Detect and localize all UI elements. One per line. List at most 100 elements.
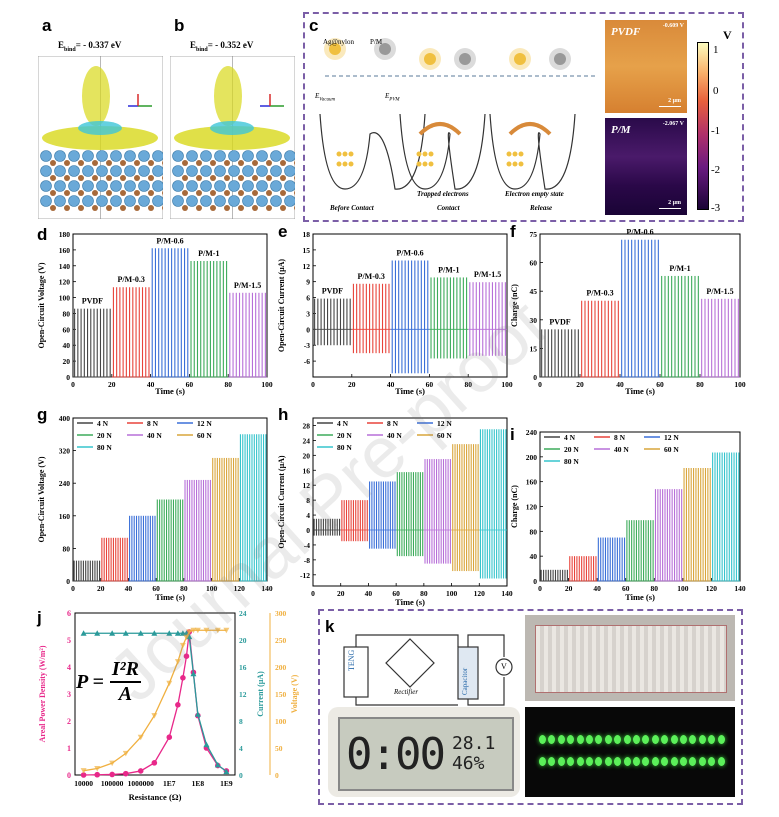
current-tick-label: 24 — [239, 609, 247, 618]
plot-frame — [312, 417, 508, 587]
trapped-electron — [512, 161, 518, 167]
series-label: P/M-1 — [669, 264, 690, 273]
metal-atom — [256, 165, 268, 177]
power-point — [180, 675, 186, 681]
legend-label: 40 N — [614, 445, 629, 454]
metal-atom — [124, 195, 136, 207]
y-tick-label: 12 — [303, 262, 311, 271]
x-axis-title: Time (s) — [625, 592, 655, 602]
glowing-led — [576, 757, 584, 766]
glowing-led — [689, 735, 697, 744]
x-tick-label: 120 — [474, 589, 486, 598]
panel-k: k TENG Rectifier Capacitor V 0:00 28.1 4… — [318, 609, 743, 805]
legend-label: 60 N — [437, 431, 452, 440]
glowing-led — [698, 735, 706, 744]
nonmetal-atom — [182, 205, 188, 211]
nonmetal-atom — [64, 190, 70, 196]
x-tick-label: 140 — [261, 584, 273, 593]
x-tick-label: 0 — [311, 589, 315, 598]
metal-atom — [40, 180, 52, 192]
stage-contact: Contact — [437, 204, 460, 212]
metal-atom — [82, 165, 94, 177]
energy-e: E — [315, 92, 320, 100]
trapped-electron — [518, 161, 524, 167]
nonmetal-atom — [252, 205, 258, 211]
power-point — [183, 653, 190, 659]
x-axis-title: Time (s) — [395, 597, 425, 607]
series-label: P/M-0.3 — [586, 289, 613, 298]
formula-numerator: I²R — [109, 658, 141, 683]
colorbar-tick: 1 — [713, 44, 719, 56]
nonmetal-atom — [266, 160, 272, 166]
glowing-led — [651, 735, 659, 744]
metal-atom — [172, 150, 184, 162]
y-tick-label: 40 — [530, 552, 538, 561]
x-axis-title: Resistance (Ω) — [129, 792, 182, 802]
nonmetal-atom — [294, 190, 295, 196]
metal-atom — [214, 180, 226, 192]
power-point — [137, 768, 144, 774]
nonmetal-atom — [120, 205, 126, 211]
x-axis-title: Time (s) — [395, 386, 425, 396]
panel-b-label: b — [174, 16, 185, 35]
power-point — [80, 772, 87, 778]
voltage-point — [80, 768, 87, 774]
power-point — [166, 734, 173, 740]
current-point — [203, 741, 210, 748]
current-point — [94, 630, 101, 636]
power-tick-label: 4 — [67, 663, 71, 672]
panel-b-ebind: Ebind= - 0.352 eV — [190, 40, 253, 53]
nonmetal-atom — [224, 175, 230, 181]
power-point — [175, 702, 181, 708]
x-tick-label: 120 — [706, 584, 718, 593]
y-tick-label: 80 — [63, 544, 71, 553]
voltage-point — [109, 760, 116, 767]
legend-label: 80 N — [337, 443, 352, 452]
nonmetal-atom — [266, 175, 272, 181]
y-tick-label: 240 — [59, 479, 71, 488]
metal-atom — [200, 195, 212, 207]
power-point — [122, 770, 129, 777]
y-tick-label: -6 — [304, 357, 310, 366]
nonmetal-atom — [162, 175, 163, 181]
glowing-led — [614, 735, 622, 744]
metal-atom — [110, 180, 122, 192]
x-tick-label: 40 — [593, 584, 601, 593]
x-tick-label: 60 — [152, 584, 160, 593]
y-tick-label: 4 — [306, 511, 310, 520]
x-tick-label: 40 — [365, 589, 373, 598]
y-tick-label: 80 — [63, 309, 71, 318]
nonmetal-atom — [120, 190, 126, 196]
colorbar-tick: -2 — [711, 164, 721, 176]
plot-frame — [312, 233, 508, 378]
colorbar-unit: V — [723, 28, 732, 42]
charge-density-surface — [174, 126, 290, 150]
series-label: P/M-1.5 — [474, 270, 501, 279]
x-tick-label: 20 — [337, 589, 345, 598]
x-tick-label: 80 — [651, 584, 659, 593]
y-tick-label: -3 — [304, 341, 310, 350]
voltage-point — [122, 750, 129, 757]
lcd-screen: 0:00 28.1 46% — [338, 717, 514, 791]
metal-atom — [172, 195, 184, 207]
nonmetal-atom — [106, 190, 112, 196]
trapped-electron — [422, 161, 428, 167]
y-tick-label: 60 — [530, 259, 538, 268]
y-tick-label: 0 — [306, 325, 310, 334]
nonmetal-atom — [182, 175, 188, 181]
panel-b: b Ebind= - 0.352 eV — [170, 14, 295, 219]
metal-atom — [200, 150, 212, 162]
current-tick-label: 4 — [239, 744, 243, 753]
nonmetal-atom — [106, 175, 112, 181]
metal-atom — [124, 150, 136, 162]
panel-d-label: d — [37, 225, 48, 244]
voltage-tick-label: 150 — [275, 690, 287, 699]
metal-atom — [228, 150, 240, 162]
nonmetal-atom — [134, 175, 140, 181]
voltage-point — [223, 627, 230, 634]
x-tick-label: 100 — [501, 380, 513, 389]
y-tick-label: 40 — [63, 341, 71, 350]
y-tick-label: -12 — [300, 571, 310, 580]
glowing-led — [670, 757, 678, 766]
x-tick-label: 120 — [234, 584, 246, 593]
